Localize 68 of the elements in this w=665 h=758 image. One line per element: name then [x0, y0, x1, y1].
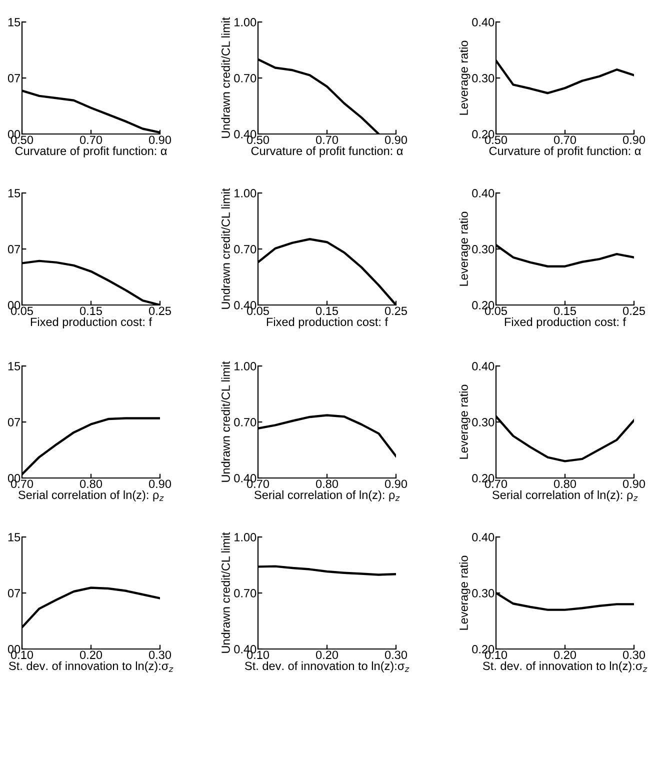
x-tick-label: 0.90 [622, 480, 646, 488]
x-axis-title: Fixed production cost: f [504, 317, 626, 328]
y-tick-label: 15 [8, 362, 20, 370]
y-axis-title: Leverage ratio [459, 384, 470, 459]
y-tick-label: 0.40 [472, 18, 494, 26]
y-tick-label: 07 [8, 589, 20, 598]
y-tick-label: 07 [8, 74, 20, 82]
x-tick-label: 0.30 [384, 650, 408, 660]
y-axis-title: Leverage ratio [459, 40, 470, 115]
x-axis-title: Curvature of profit function: α [15, 146, 167, 158]
x-tick-label: 0.15 [554, 306, 576, 316]
x-tick-label: 0.70 [554, 136, 576, 144]
x-axis-title: Serial correlation of ln(z): ρ$_{z}$ [492, 490, 638, 502]
y-tick-label: 0.30 [472, 589, 494, 598]
y-axis-title: Undrawn credit/CL limit [221, 188, 230, 309]
y-tick-label: 0.40 [472, 189, 494, 198]
x-tick-label: 0.80 [316, 480, 338, 488]
x-axis-title: Curvature of profit function: α [251, 146, 403, 158]
x-axis-title: Serial correlation of ln(z): ρ$_{z}$ [254, 490, 400, 502]
x-tick-label: 0.90 [622, 136, 646, 144]
y-tick-label: 0.30 [472, 245, 494, 254]
x-tick-label: 0.90 [384, 480, 408, 488]
y-tick-label: 1.00 [234, 18, 256, 26]
x-axis-title: Fixed production cost: f [30, 317, 152, 328]
x-tick-label: 0.20 [316, 650, 338, 660]
y-tick-label: 0.40 [472, 362, 494, 370]
x-tick-label: 0.90 [148, 480, 172, 488]
x-axis-title: St. dev. of innovation to ln(z):σ$_{z}$ [483, 661, 648, 672]
y-tick-label: 0.70 [234, 74, 256, 82]
y-axis-title: Undrawn credit/CL limit [221, 532, 230, 653]
y-axis-title: Undrawn credit/CL limit [221, 361, 230, 482]
x-tick-label: 0.70 [80, 136, 102, 144]
y-tick-label: 0.40 [472, 533, 494, 542]
x-tick-label: 0.15 [80, 306, 102, 316]
y-tick-label: 15 [8, 18, 20, 26]
y-tick-label: 1.00 [234, 533, 256, 542]
x-tick-label: 0.30 [622, 650, 646, 660]
x-axis-title: St. dev. of innovation to ln(z):σ$_{z}$ [9, 661, 174, 672]
x-axis-title: St. dev. of innovation to ln(z):σ$_{z}$ [245, 661, 410, 672]
y-tick-label: 1.00 [234, 189, 256, 198]
x-tick-label: 0.15 [316, 306, 338, 316]
x-tick-label: 0.20 [554, 650, 576, 660]
x-tick-label: 0.80 [80, 480, 102, 488]
x-tick-label: 0.30 [148, 650, 172, 660]
y-tick-label: 0.70 [234, 589, 256, 598]
x-tick-label: 0.20 [80, 650, 102, 660]
y-tick-label: 0.30 [472, 418, 494, 426]
y-tick-label: 15 [8, 533, 20, 542]
y-axis-title: Leverage ratio [459, 556, 470, 630]
x-axis-title: Serial correlation of ln(z): ρ$_{z}$ [18, 490, 164, 502]
y-axis-title: Undrawn credit/CL limit [221, 17, 230, 138]
y-tick-label: 0.70 [234, 418, 256, 426]
x-axis-title: Curvature of profit function: α [489, 146, 641, 158]
x-tick-label: 0.70 [316, 136, 338, 144]
x-tick-label: 0.90 [148, 136, 172, 144]
y-tick-label: 0.30 [472, 74, 494, 82]
x-axis-title: Fixed production cost: f [266, 317, 388, 328]
x-tick-label: 0.25 [148, 306, 171, 316]
y-tick-label: 0.70 [234, 245, 256, 254]
y-tick-label: 1.00 [234, 362, 256, 370]
y-tick-label: 07 [8, 245, 20, 254]
x-tick-label: 0.80 [554, 480, 576, 488]
x-tick-label: 0.90 [384, 136, 408, 144]
y-axis-title: Leverage ratio [459, 212, 470, 286]
y-tick-label: 15 [8, 189, 20, 198]
x-tick-label: 0.25 [384, 306, 407, 316]
x-tick-label: 0.25 [622, 306, 645, 316]
y-tick-label: 07 [8, 418, 20, 426]
